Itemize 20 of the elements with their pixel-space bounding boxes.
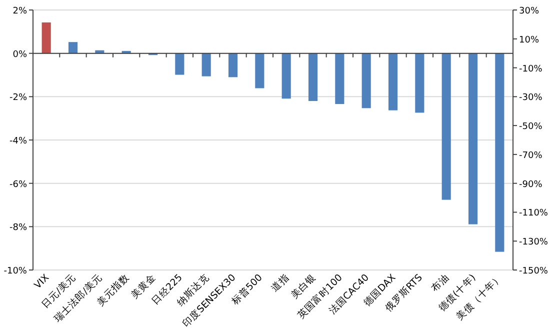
y2-tick-label: -50% [519,122,543,132]
x-tick-label: VIX [32,272,52,292]
y2-tick-label: -30% [519,93,543,104]
y2-tick-label: 10% [519,35,540,46]
y-tick-label: -6% [9,180,28,190]
y2-tick-label: -110% [519,208,548,219]
y2-tick-label: -130% [519,238,548,248]
y-tick-label: 2% [12,6,28,16]
y2-tick-label: -10% [519,64,543,74]
y-tick-label: 0% [12,50,28,60]
y2-tick-label: -70% [519,150,543,161]
x-tick-label: 道指 [268,272,292,294]
y2-tick-label: -150% [519,266,548,276]
y-tick-label: -2% [9,93,28,104]
y2-tick-label: 30% [519,6,540,16]
y2-tick-label: -90% [519,180,543,190]
y-tick-label: -8% [9,223,28,234]
y-tick-label: -4% [9,136,28,146]
y-tick-label: -10% [4,266,28,276]
x-tick-label: 布油 [428,272,452,294]
